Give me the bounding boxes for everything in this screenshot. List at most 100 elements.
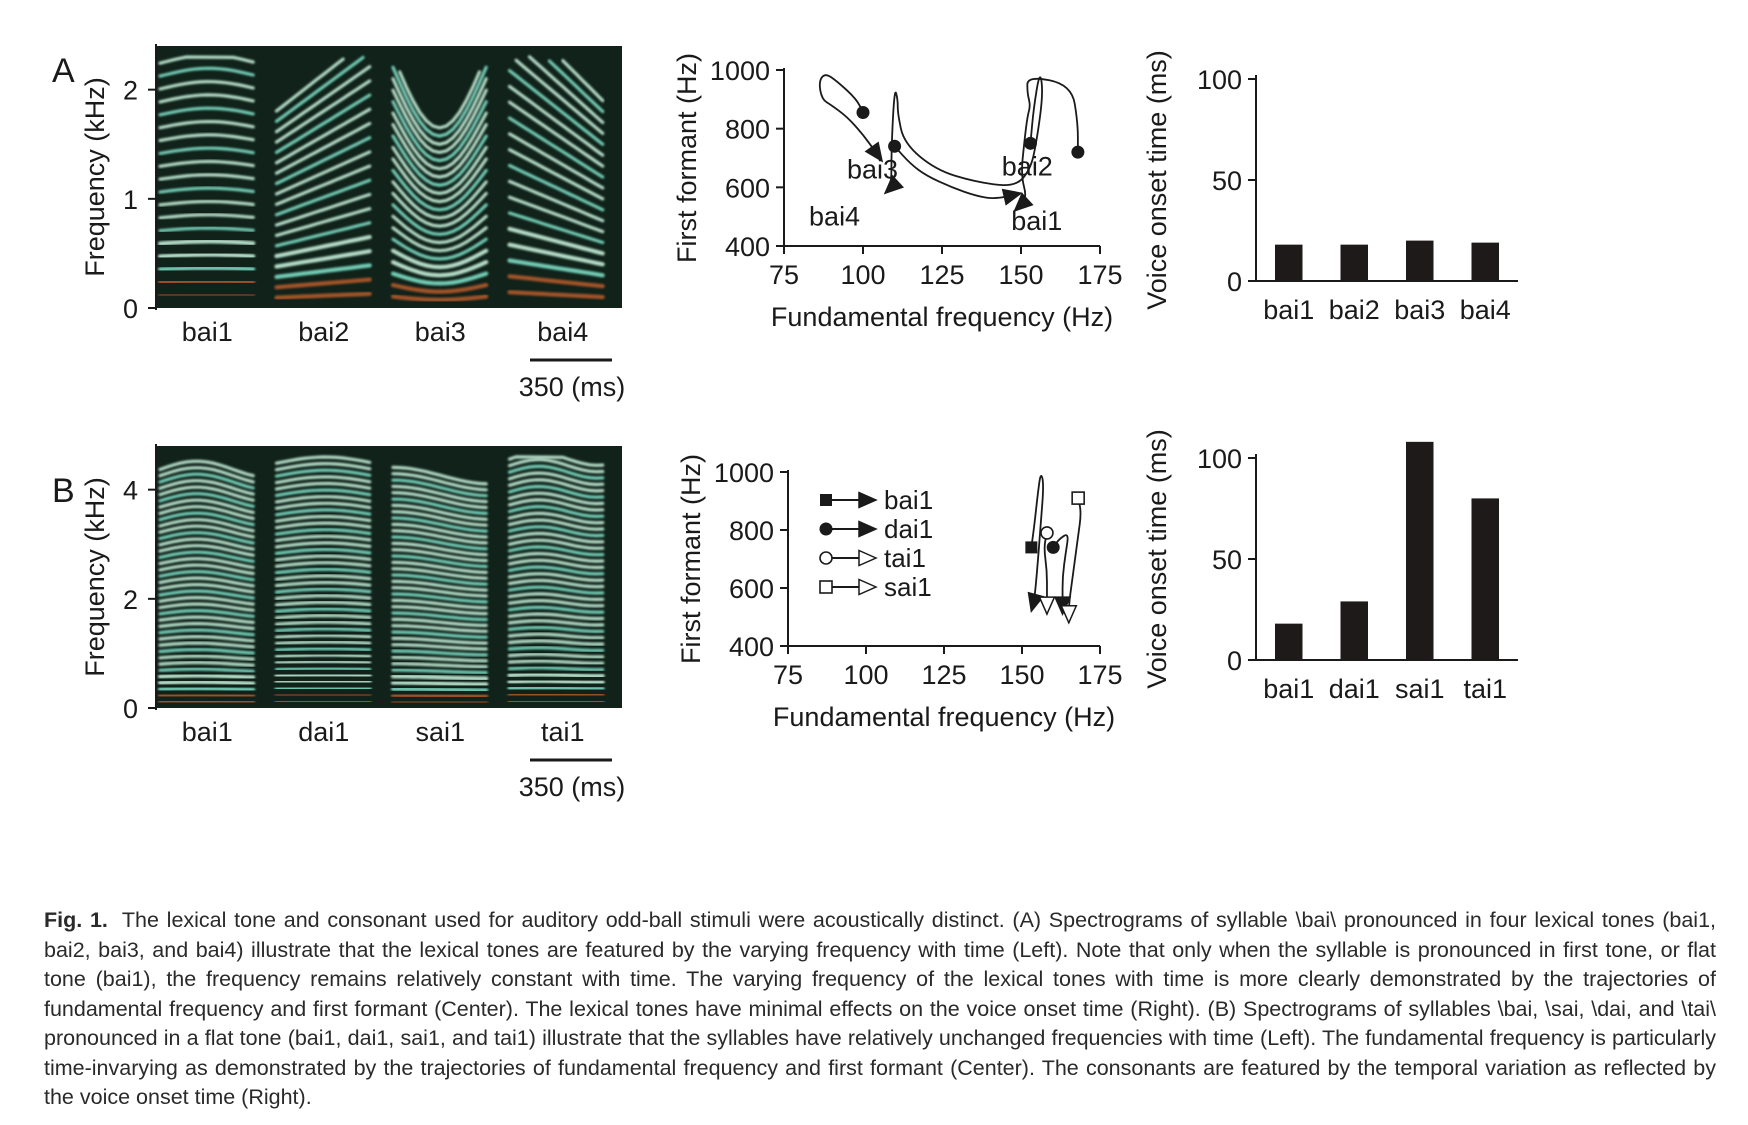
harmonic-band — [391, 122, 488, 179]
y-tick-label: 50 — [1212, 545, 1242, 575]
y-axis-label: Voice onset time (ms) — [1142, 429, 1172, 689]
y-tick-label: 1 — [123, 185, 138, 215]
harmonic-band — [158, 667, 255, 673]
harmonic-band — [158, 595, 255, 606]
harmonic-band — [158, 641, 255, 649]
category-label-dai1: dai1 — [1329, 674, 1380, 704]
harmonic-band — [157, 686, 256, 692]
harmonic-band — [390, 283, 489, 294]
harmonic-band — [390, 674, 489, 681]
harmonic-band — [507, 148, 605, 201]
harmonic-band — [507, 163, 605, 212]
harmonic-band — [507, 592, 605, 602]
harmonic-band — [507, 211, 605, 245]
harmonic-band — [391, 191, 488, 228]
harmonic-band — [391, 77, 488, 146]
harmonic-band — [158, 518, 255, 533]
scale-bar-label: 350 (ms) — [519, 372, 626, 402]
harmonic-band — [274, 686, 372, 691]
harmonic-band — [391, 586, 488, 598]
harmonic-band — [507, 132, 605, 190]
harmonic-band — [274, 192, 372, 227]
harmonic-band — [507, 525, 605, 538]
trajectory-sai1 — [1067, 497, 1082, 623]
harmonic-band — [158, 459, 255, 478]
caption-text: The lexical tone and consonant used for … — [44, 908, 1716, 1109]
y-axis-label: Frequency (kHz) — [80, 77, 110, 277]
harmonic-band — [158, 55, 255, 65]
harmonic-band — [507, 478, 605, 493]
category-label-tai1: tai1 — [1463, 674, 1507, 704]
harmonic-band — [391, 668, 488, 675]
legend-label-bai1: bai1 — [884, 485, 933, 515]
harmonic-band — [391, 203, 488, 236]
harmonic-band — [507, 572, 605, 582]
harmonic-band — [274, 136, 372, 186]
harmonic-band — [158, 186, 255, 194]
trajectory-label-bai2: bai2 — [1002, 152, 1053, 182]
harmonic-band — [158, 524, 255, 539]
bar-bai1 — [1274, 244, 1303, 281]
harmonic-band — [274, 468, 372, 478]
harmonic-band — [274, 547, 372, 556]
harmonic-band — [391, 497, 488, 516]
harmonic-band — [391, 662, 488, 669]
harmonic-band — [158, 466, 255, 484]
harmonic-band — [157, 692, 256, 698]
syllable-label: dai1 — [298, 717, 349, 747]
y-tick-label: 800 — [729, 516, 774, 546]
trajectory-arrow-bai4 — [864, 141, 884, 163]
x-tick-label: 125 — [921, 660, 966, 690]
trajectory-start-marker-sai1 — [1071, 491, 1085, 505]
category-label-bai2: bai2 — [1329, 295, 1380, 325]
bar-sai1 — [1405, 441, 1434, 660]
caption-label: Fig. 1. — [44, 908, 108, 932]
bar-bai3 — [1405, 240, 1434, 281]
y-tick-label: 600 — [729, 574, 774, 604]
harmonic-band — [158, 213, 255, 220]
harmonic-band — [274, 666, 372, 672]
harmonic-band — [158, 119, 255, 130]
harmonic-band — [158, 569, 255, 582]
x-axis-label: Fundamental frequency (Hz) — [773, 702, 1115, 732]
harmonic-band — [391, 237, 488, 261]
y-axis-label: Frequency (kHz) — [80, 477, 110, 677]
harmonic-band — [274, 561, 372, 568]
harmonic-band — [390, 680, 489, 687]
trajectory-start-marker-bai1 — [1025, 541, 1038, 554]
bar-bai2 — [1340, 244, 1369, 281]
harmonic-band — [507, 652, 605, 659]
harmonic-band — [507, 179, 605, 223]
harmonic-band — [507, 645, 605, 653]
bar-tai1 — [1471, 498, 1500, 660]
harmonic-band — [274, 521, 372, 530]
x-tick-label: 100 — [843, 660, 888, 690]
harmonic-band — [274, 580, 372, 588]
harmonic-band — [274, 55, 365, 123]
harmonic-band — [158, 472, 255, 490]
harmonic-band — [391, 516, 488, 533]
harmonic-band — [514, 58, 605, 135]
trajectory-start-marker-bai3 — [888, 139, 902, 153]
y-tick-label: 0 — [123, 294, 138, 324]
harmonic-band — [391, 560, 488, 575]
harmonic-band — [391, 180, 488, 220]
x-tick-label: 150 — [999, 660, 1044, 690]
harmonic-band — [391, 649, 488, 657]
voice-onset-chart-a: 0 50 100 Voice onset time (ms) bai1 bai2 bai3 b… — [1142, 50, 1518, 325]
harmonic-band — [274, 291, 372, 300]
harmonic-band — [507, 625, 605, 634]
y-axis-label: First formant (Hz) — [672, 53, 702, 263]
harmonic-band — [274, 627, 372, 633]
harmonic-band — [158, 544, 255, 557]
y-tick-label: 100 — [1197, 65, 1242, 95]
legend-marker-dai1 — [819, 522, 833, 536]
harmonic-band — [391, 503, 488, 521]
harmonic-band — [158, 621, 255, 631]
category-label-bai3: bai3 — [1394, 295, 1445, 325]
harmonic-band — [158, 492, 255, 508]
harmonic-band — [274, 277, 372, 290]
harmonic-band — [274, 234, 372, 259]
x-tick-label: 75 — [773, 660, 803, 690]
harmonic-band — [507, 455, 605, 467]
